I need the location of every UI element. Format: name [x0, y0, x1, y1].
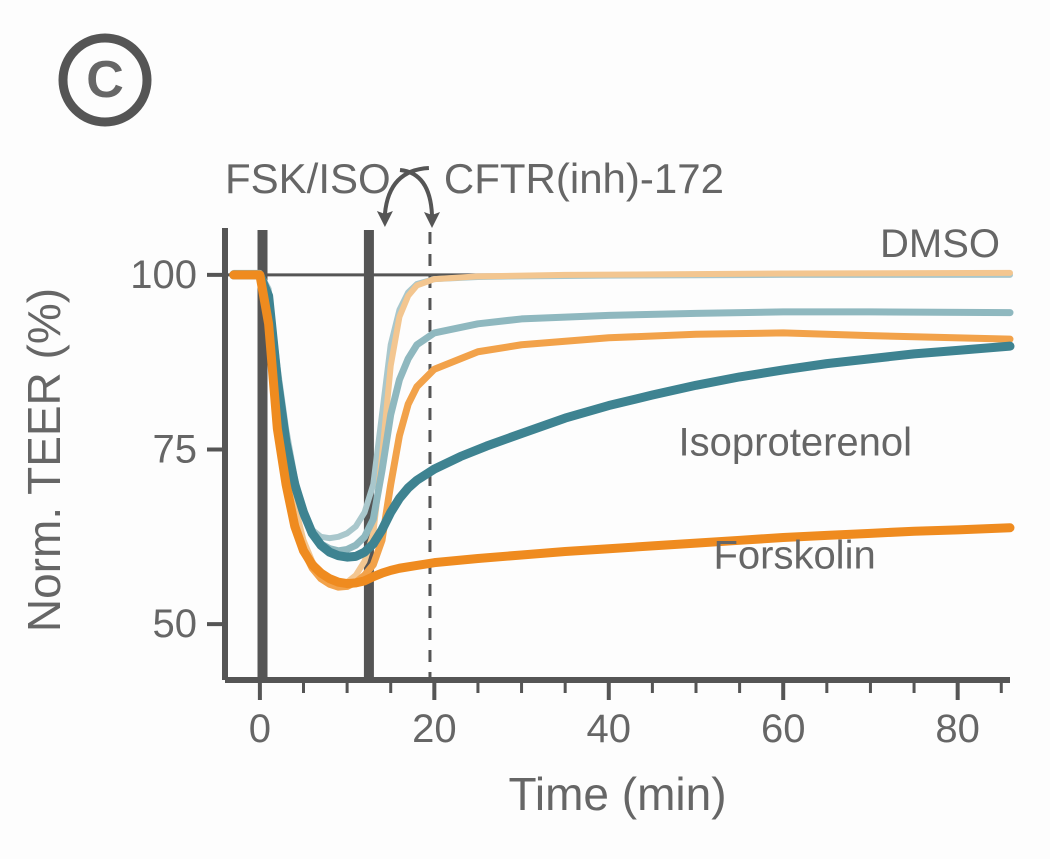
arrow-cftr — [385, 168, 429, 214]
label-dmso: DMSO — [880, 222, 1000, 266]
series-iso-light — [234, 275, 1010, 551]
label-fsk-iso: FSK/ISO — [225, 155, 391, 202]
label-forskolin: Forskolin — [713, 533, 875, 577]
teer-line-chart: C 50 75 100 0 20 40 60 80 Time (min) Norm. TEER (%… — [0, 0, 1050, 859]
panel-letter: C — [86, 51, 124, 109]
y-tick-label: 50 — [153, 602, 198, 646]
x-tick-label: 60 — [761, 707, 806, 751]
y-tick-label: 75 — [153, 428, 198, 472]
x-tick-label: 40 — [587, 707, 632, 751]
y-tick-label: 100 — [130, 253, 197, 297]
label-cftr: CFTR(inh)-172 — [444, 155, 724, 202]
x-tick-label: 20 — [412, 707, 457, 751]
label-isoproterenol: Isoproterenol — [679, 421, 912, 465]
x-axis-label: Time (min) — [508, 768, 726, 820]
x-tick-label: 0 — [249, 707, 271, 751]
x-tick-label: 80 — [935, 707, 980, 751]
y-axis-label: Norm. TEER (%) — [18, 288, 70, 632]
